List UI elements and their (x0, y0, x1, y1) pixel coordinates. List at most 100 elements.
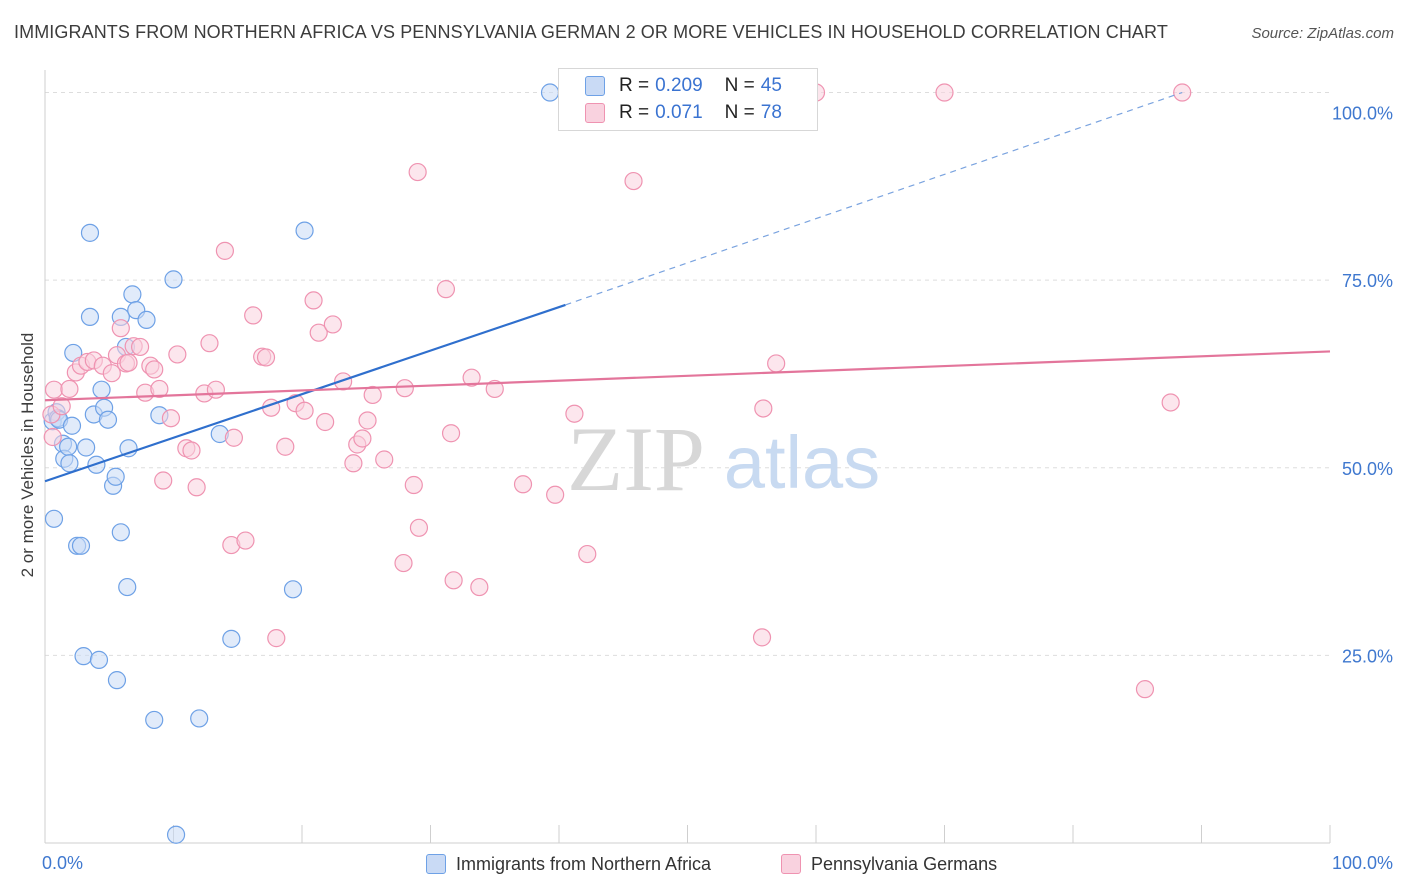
legend-n-value: 45 (760, 75, 782, 96)
legend-r-value: 0.071 (655, 102, 703, 123)
bottom-legend-swatch-pink (781, 854, 801, 874)
point-northern-africa (295, 221, 314, 240)
point-northern-africa (164, 270, 183, 289)
tick-labels: 25.0% 50.0% 75.0% 100.0% 0.0% 100.0% (42, 104, 1393, 873)
point-pennsylvania-german (52, 397, 71, 416)
point-pennsylvania-german (145, 360, 164, 379)
x-tick-label: 0.0% (42, 853, 83, 873)
bottom-legend-swatch-blue (426, 854, 446, 874)
point-northern-africa (190, 709, 209, 728)
point-pennsylvania-german (624, 171, 643, 191)
point-pennsylvania-german (404, 475, 423, 495)
legend-box: R = 0.209 N = 45 R = 0.071 N = 78 (558, 68, 818, 131)
point-pennsylvania-german (485, 379, 504, 399)
point-pennsylvania-german (161, 409, 181, 428)
point-pennsylvania-german (752, 628, 772, 647)
point-pennsylvania-german (565, 404, 584, 423)
point-pennsylvania-german (316, 412, 335, 432)
point-pennsylvania-german (578, 544, 597, 564)
point-pennsylvania-german (444, 571, 463, 590)
point-pennsylvania-german (470, 577, 489, 597)
point-northern-africa (540, 83, 560, 102)
point-pennsylvania-german (200, 334, 219, 353)
y-tick-label: 100.0% (1332, 104, 1393, 124)
bottom-legend-blue: Immigrants from Northern Africa (426, 852, 711, 876)
legend-r-label: R = (619, 102, 650, 123)
point-pennsylvania-german (935, 83, 954, 102)
point-pennsylvania-german (462, 368, 481, 387)
point-pennsylvania-german (1135, 680, 1155, 699)
point-pennsylvania-german (256, 348, 276, 367)
grid-lines (45, 92, 1330, 656)
point-pennsylvania-german (304, 291, 323, 310)
point-northern-africa (166, 825, 186, 844)
legend-swatch-blue (585, 76, 605, 96)
point-northern-africa (89, 650, 109, 669)
point-pennsylvania-german (215, 241, 234, 260)
point-northern-africa (106, 467, 125, 486)
point-northern-africa (62, 416, 82, 435)
point-pennsylvania-german (119, 353, 138, 372)
legend-row-blue: R = 0.209 N = 45 (585, 75, 782, 97)
point-pennsylvania-german (395, 379, 414, 398)
point-northern-africa (60, 454, 79, 473)
point-northern-africa (80, 223, 100, 242)
point-northern-africa (92, 380, 111, 399)
point-pennsylvania-german (363, 385, 382, 405)
point-pennsylvania-german (168, 345, 187, 364)
point-pennsylvania-german (394, 553, 413, 573)
watermark-atlas: atlas (724, 421, 880, 504)
point-northern-africa (59, 437, 78, 456)
point-northern-africa (123, 285, 142, 304)
point-pennsylvania-german (408, 162, 427, 182)
legend-n-value: 78 (760, 102, 782, 123)
bottom-legend-label-blue: Immigrants from Northern Africa (456, 853, 712, 874)
bottom-legend-pink: Pennsylvania Germans (781, 852, 997, 876)
y-tick-label: 25.0% (1342, 646, 1393, 666)
point-pennsylvania-german (754, 399, 773, 418)
point-pennsylvania-german (150, 379, 169, 399)
point-pennsylvania-german (1161, 393, 1180, 412)
point-northern-africa (137, 310, 156, 330)
point-pennsylvania-german (375, 450, 394, 469)
point-pennsylvania-german (323, 315, 342, 334)
point-pennsylvania-german (436, 280, 456, 299)
point-pennsylvania-german (295, 401, 314, 420)
point-pennsylvania-german (441, 424, 461, 443)
point-pennsylvania-german (344, 454, 363, 473)
source-label: Source: ZipAtlas.com (1251, 25, 1394, 42)
point-pennsylvania-german (546, 485, 565, 504)
point-pennsylvania-german (130, 337, 150, 357)
axes (44, 70, 1331, 844)
point-northern-africa (118, 577, 137, 597)
point-pennsylvania-german (187, 478, 206, 497)
y-tick-label: 75.0% (1342, 271, 1393, 291)
point-pennsylvania-german (60, 379, 79, 399)
chart-title: IMMIGRANTS FROM NORTHERN AFRICA VS PENNS… (14, 22, 1168, 42)
point-northern-africa (80, 307, 100, 327)
point-pennsylvania-german (182, 441, 201, 460)
point-northern-africa (74, 647, 93, 666)
point-pennsylvania-german (353, 429, 372, 448)
point-northern-africa (98, 410, 118, 429)
point-pennsylvania-german (358, 411, 377, 430)
point-northern-africa (111, 523, 130, 542)
point-pennsylvania-german (244, 306, 263, 325)
point-northern-africa (71, 536, 91, 555)
point-pennsylvania-german (102, 364, 121, 383)
trend-line-pennsylvania-german (44, 350, 1331, 402)
point-northern-africa (222, 629, 241, 648)
data-points (42, 83, 1192, 844)
legend-r-label: R = (619, 75, 650, 96)
trend-line-northern-africa (44, 303, 566, 483)
legend-n-label: N = (724, 102, 755, 123)
point-pennsylvania-german (267, 629, 286, 648)
point-northern-africa (44, 509, 64, 528)
legend-r-value: 0.209 (655, 75, 703, 96)
point-pennsylvania-german (513, 475, 533, 494)
point-pennsylvania-german (309, 323, 328, 342)
legend-swatch-pink (585, 103, 605, 123)
point-pennsylvania-german (111, 319, 130, 338)
point-northern-africa (145, 710, 164, 730)
